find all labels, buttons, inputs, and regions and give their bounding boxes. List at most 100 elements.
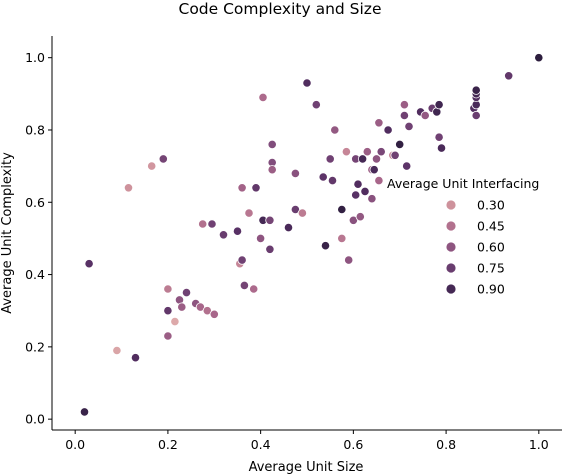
- legend-marker: [446, 284, 456, 294]
- x-tick-label: 0.4: [251, 437, 271, 452]
- y-axis-label: Average Unit Complexity: [0, 152, 15, 314]
- data-point: [471, 110, 481, 121]
- x-axis-label: Average Unit Size: [249, 460, 364, 475]
- data-point: [341, 147, 351, 157]
- data-point: [290, 168, 300, 178]
- data-point: [330, 125, 340, 135]
- data-point: [383, 125, 393, 135]
- data-point: [147, 161, 157, 171]
- data-point: [218, 230, 229, 240]
- data-point: [255, 233, 266, 243]
- data-point: [351, 190, 361, 200]
- data-point: [311, 100, 321, 110]
- data-point: [267, 165, 277, 175]
- data-point: [318, 172, 328, 182]
- data-point: [84, 259, 94, 269]
- data-point: [237, 183, 247, 193]
- data-point: [399, 100, 409, 110]
- data-point: [369, 165, 379, 175]
- data-point: [362, 147, 372, 157]
- data-point: [374, 176, 384, 186]
- data-point: [265, 244, 275, 254]
- x-tick-label: 0.6: [343, 437, 363, 452]
- data-point: [302, 78, 312, 88]
- data-point: [130, 353, 141, 363]
- legend-marker: [446, 221, 456, 231]
- legend-label: 0.30: [477, 198, 505, 213]
- data-point: [320, 241, 331, 251]
- data-point: [402, 161, 412, 171]
- data-point: [112, 345, 122, 356]
- data-point: [237, 255, 247, 265]
- data-point: [209, 309, 219, 319]
- data-point: [337, 204, 347, 215]
- legend-label: 0.45: [477, 219, 505, 234]
- data-point: [471, 85, 481, 95]
- legend-label: 0.60: [477, 240, 505, 255]
- x-tick-label: 1.0: [529, 437, 549, 452]
- data-point: [79, 407, 90, 417]
- data-point: [267, 139, 277, 149]
- data-point: [337, 233, 347, 243]
- legend-marker: [446, 263, 456, 273]
- y-ticks: 0.0 0.2 0.4 0.6 0.8 1.0: [25, 50, 52, 427]
- x-tick-label: 0.0: [65, 437, 85, 452]
- data-point: [376, 147, 386, 157]
- data-point: [404, 121, 414, 132]
- data-point: [163, 331, 173, 341]
- data-point: [232, 226, 243, 236]
- x-ticks: 0.0 0.2 0.4 0.6 0.8 1.0: [65, 430, 549, 452]
- legend-marker: [446, 200, 456, 210]
- data-point: [436, 143, 447, 153]
- legend-label: 0.75: [477, 261, 505, 276]
- data-point: [357, 154, 368, 164]
- data-point: [123, 183, 134, 193]
- legend-label: 0.90: [477, 282, 505, 297]
- data-point: [371, 154, 382, 164]
- data-point: [244, 208, 254, 218]
- data-point: [355, 212, 365, 222]
- data-point: [353, 179, 363, 189]
- y-tick-label: 0.8: [25, 122, 45, 137]
- data-point: [420, 110, 430, 121]
- chart-title: Code Complexity and Size: [179, 0, 382, 18]
- data-point: [325, 154, 335, 164]
- data-point: [198, 219, 208, 229]
- data-point: [239, 280, 249, 290]
- legend-marker: [446, 242, 456, 252]
- x-tick-label: 0.2: [158, 437, 178, 452]
- data-point: [360, 186, 370, 196]
- data-point: [534, 53, 544, 63]
- data-point: [163, 306, 173, 316]
- data-point: [207, 219, 217, 229]
- data-point: [390, 150, 400, 160]
- data-point: [434, 100, 444, 110]
- y-tick-label: 0.4: [25, 267, 45, 282]
- data-point: [504, 71, 514, 81]
- data-point: [327, 176, 338, 186]
- y-tick-label: 0.6: [25, 195, 45, 210]
- data-point: [395, 139, 405, 149]
- data-point: [344, 255, 354, 265]
- data-point: [158, 154, 168, 164]
- data-point: [177, 302, 187, 312]
- data-point: [297, 208, 307, 218]
- data-point: [249, 284, 259, 294]
- data-point: [181, 287, 192, 298]
- y-tick-label: 0.0: [25, 412, 45, 427]
- data-point: [367, 194, 377, 204]
- x-tick-label: 0.8: [436, 437, 456, 452]
- data-point: [170, 316, 180, 327]
- data-point: [283, 223, 294, 233]
- legend-title: Average Unit Interfacing: [387, 176, 539, 191]
- legend: Average Unit Interfacing 0.30 0.45 0.60 0.7…: [387, 176, 539, 297]
- data-point: [258, 92, 268, 103]
- data-point: [374, 118, 384, 128]
- points-layer: [79, 53, 544, 417]
- data-point: [251, 183, 261, 193]
- data-point: [265, 215, 275, 225]
- legend-items: 0.30 0.45 0.60 0.75 0.90: [446, 198, 505, 297]
- data-point: [163, 284, 173, 294]
- y-tick-label: 0.2: [25, 339, 45, 354]
